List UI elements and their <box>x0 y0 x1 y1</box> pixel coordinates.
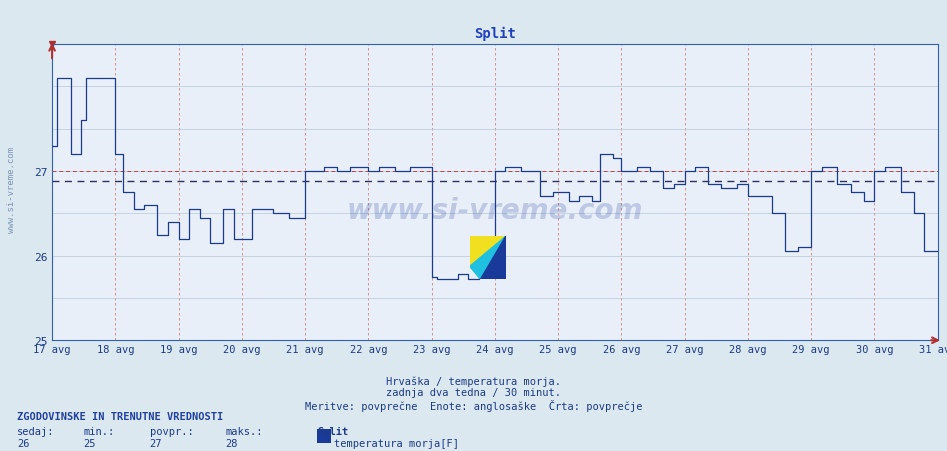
Polygon shape <box>470 237 506 267</box>
Text: sedaj:: sedaj: <box>17 426 55 436</box>
Text: min.:: min.: <box>83 426 115 436</box>
Text: 25: 25 <box>83 438 96 448</box>
Text: Split: Split <box>317 426 348 436</box>
Text: maks.:: maks.: <box>225 426 263 436</box>
Text: www.si-vreme.com: www.si-vreme.com <box>7 147 16 232</box>
Polygon shape <box>470 237 506 280</box>
Text: 28: 28 <box>225 438 238 448</box>
Text: Hrvaška / temperatura morja.
zadnja dva tedna / 30 minut.
Meritve: povprečne  En: Hrvaška / temperatura morja. zadnja dva … <box>305 375 642 411</box>
Text: ZGODOVINSKE IN TRENUTNE VREDNOSTI: ZGODOVINSKE IN TRENUTNE VREDNOSTI <box>17 411 223 421</box>
Text: www.si-vreme.com: www.si-vreme.com <box>347 197 643 225</box>
Text: 26: 26 <box>17 438 29 448</box>
Title: Split: Split <box>474 27 516 41</box>
Text: 27: 27 <box>150 438 162 448</box>
Text: temperatura morja[F]: temperatura morja[F] <box>334 438 459 448</box>
Polygon shape <box>480 237 506 280</box>
Text: povpr.:: povpr.: <box>150 426 193 436</box>
